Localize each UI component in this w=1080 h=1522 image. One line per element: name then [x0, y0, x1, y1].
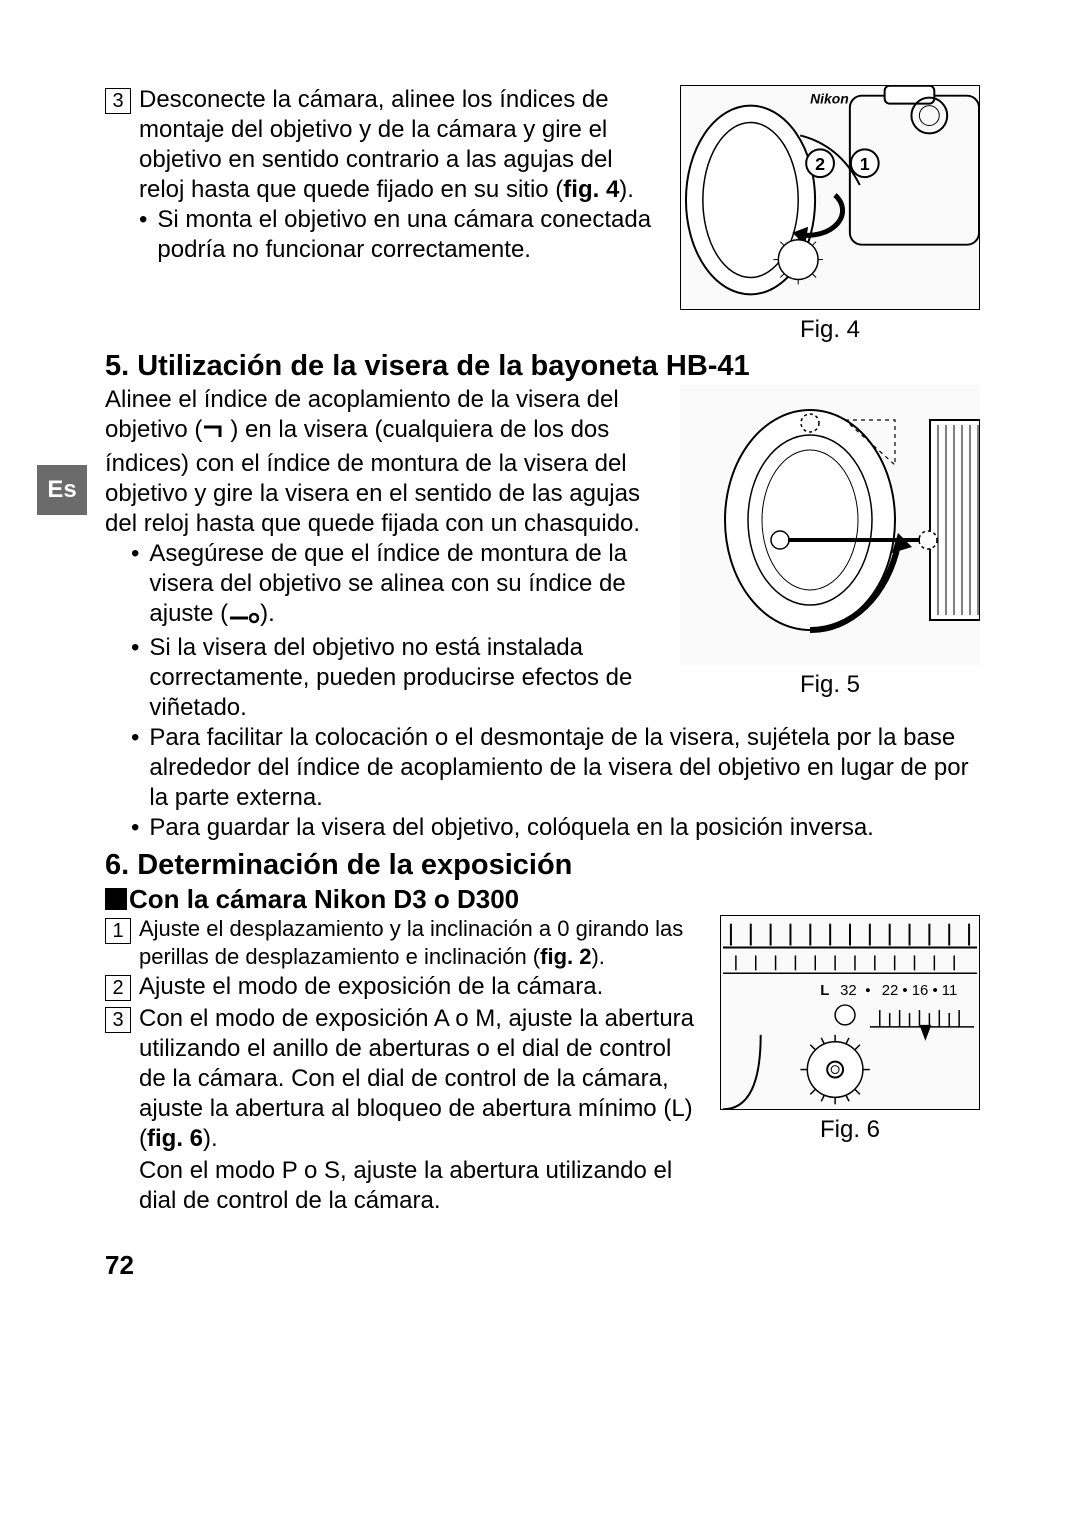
section5-bullet-2: • Si la visera del objetivo no está inst…: [105, 633, 662, 723]
figure-6-block: L 32 22 • 16 • 11: [720, 915, 980, 1144]
svg-text:32: 32: [840, 983, 857, 999]
section5-row: Alinee el índice de acoplamiento de la v…: [105, 385, 980, 723]
s6-step1: 1 Ajuste el desplazamiento y la inclinac…: [105, 915, 702, 970]
bullet-dot-icon: •: [131, 723, 139, 813]
figure-5-caption: Fig. 5: [800, 671, 860, 699]
svg-text:L: L: [820, 983, 829, 999]
s6-s3-figref: fig. 6: [147, 1125, 203, 1152]
s6-step1-marker: 1: [105, 918, 131, 944]
step3-text-b: ).: [619, 176, 634, 203]
s6-s3-a: Con el modo de exposición A o M, ajuste …: [139, 1005, 694, 1152]
section-6-subheading: Con la cámara Nikon D3 o D300: [105, 884, 980, 915]
s5-b1-a: Asegúrese de que el índice de montura de…: [149, 540, 627, 627]
section5-text-column: Alinee el índice de acoplamiento de la v…: [105, 385, 662, 723]
page-number: 72: [105, 1250, 134, 1281]
step3-figref: fig. 4: [563, 176, 619, 203]
step3-marker: 3: [105, 88, 131, 114]
figure-6-image: L 32 22 • 16 • 11: [720, 915, 980, 1110]
s5-b3: Para facilitar la colocación o el desmon…: [149, 723, 980, 813]
fig4-label-2: 2: [815, 154, 825, 174]
s5-b1-b: ).: [260, 600, 275, 627]
fig4-label-1: 1: [860, 154, 870, 174]
language-tab: Es: [37, 465, 87, 515]
s6-s3-cont: Con el modo P o S, ajuste la abertura ut…: [139, 1156, 702, 1216]
s6-s3-b: ).: [203, 1125, 218, 1152]
bullet-dot-icon: •: [139, 205, 147, 265]
figure-4-caption: Fig. 4: [800, 316, 860, 344]
section-5-heading: 5. Utilización de la visera de la bayone…: [105, 350, 980, 383]
black-square-icon: [105, 888, 127, 910]
bullet-dot-icon: •: [131, 813, 139, 843]
page-content: 3 Desconecte la cámara, alinee los índic…: [105, 85, 980, 1218]
section6-text-column: 1 Ajuste el desplazamiento y la inclinac…: [105, 915, 702, 1218]
step3-text-column: 3 Desconecte la cámara, alinee los índic…: [105, 85, 662, 267]
section5-bullet-3: • Para facilitar la colocación o el desm…: [105, 723, 980, 813]
figure-5-block: Fig. 5: [680, 385, 980, 699]
s6-step3-marker: 3: [105, 1007, 131, 1033]
figure-5-image: [680, 385, 980, 665]
figure-6-caption: Fig. 6: [820, 1116, 880, 1144]
bullet-dot-icon: •: [131, 539, 139, 633]
figure-4-block: 1 2 Nikon Fig. 4: [680, 85, 980, 344]
step3-text-a: Desconecte la cámara, alinee los índices…: [139, 86, 613, 203]
step3-sub-bullet-text: Si monta el objetivo en una cámara conec…: [157, 205, 662, 265]
section6-row: 1 Ajuste el desplazamiento y la inclinac…: [105, 915, 980, 1218]
section-6-subheading-text: Con la cámara Nikon D3 o D300: [129, 884, 519, 914]
step3-body: Desconecte la cámara, alinee los índices…: [139, 85, 662, 265]
section5-bullet-4: • Para guardar la visera del objetivo, c…: [105, 813, 980, 843]
step3-item: 3 Desconecte la cámara, alinee los índic…: [105, 85, 662, 265]
svg-text:Nikon: Nikon: [810, 91, 849, 107]
s6-s2-text: Ajuste el modo de exposición de la cámar…: [139, 972, 702, 1002]
bullet-dot-icon: •: [131, 633, 139, 723]
s6-step2-marker: 2: [105, 975, 131, 1001]
s6-s1-figref: fig. 2: [540, 944, 591, 969]
figure-4-image: 1 2 Nikon: [680, 85, 980, 310]
svg-text:22 • 16 • 11: 22 • 16 • 11: [882, 983, 957, 999]
section-6-heading: 6. Determinación de la exposición: [105, 849, 980, 882]
step3-sub-bullet: • Si monta el objetivo en una cámara con…: [139, 205, 662, 265]
s6-s1-b: ).: [591, 944, 604, 969]
hood-attach-index-icon: [202, 419, 230, 449]
s6-step2: 2 Ajuste el modo de exposición de la cám…: [105, 972, 702, 1002]
s5-b2: Si la visera del objetivo no está instal…: [149, 633, 662, 723]
s5-b4: Para guardar la visera del objetivo, col…: [149, 813, 980, 843]
hood-set-index-icon: [228, 603, 260, 633]
section5-bullet-1: • Asegúrese de que el índice de montura …: [105, 539, 662, 633]
s6-step3: 3 Con el modo de exposición A o M, ajust…: [105, 1004, 702, 1216]
step3-row: 3 Desconecte la cámara, alinee los índic…: [105, 85, 980, 344]
